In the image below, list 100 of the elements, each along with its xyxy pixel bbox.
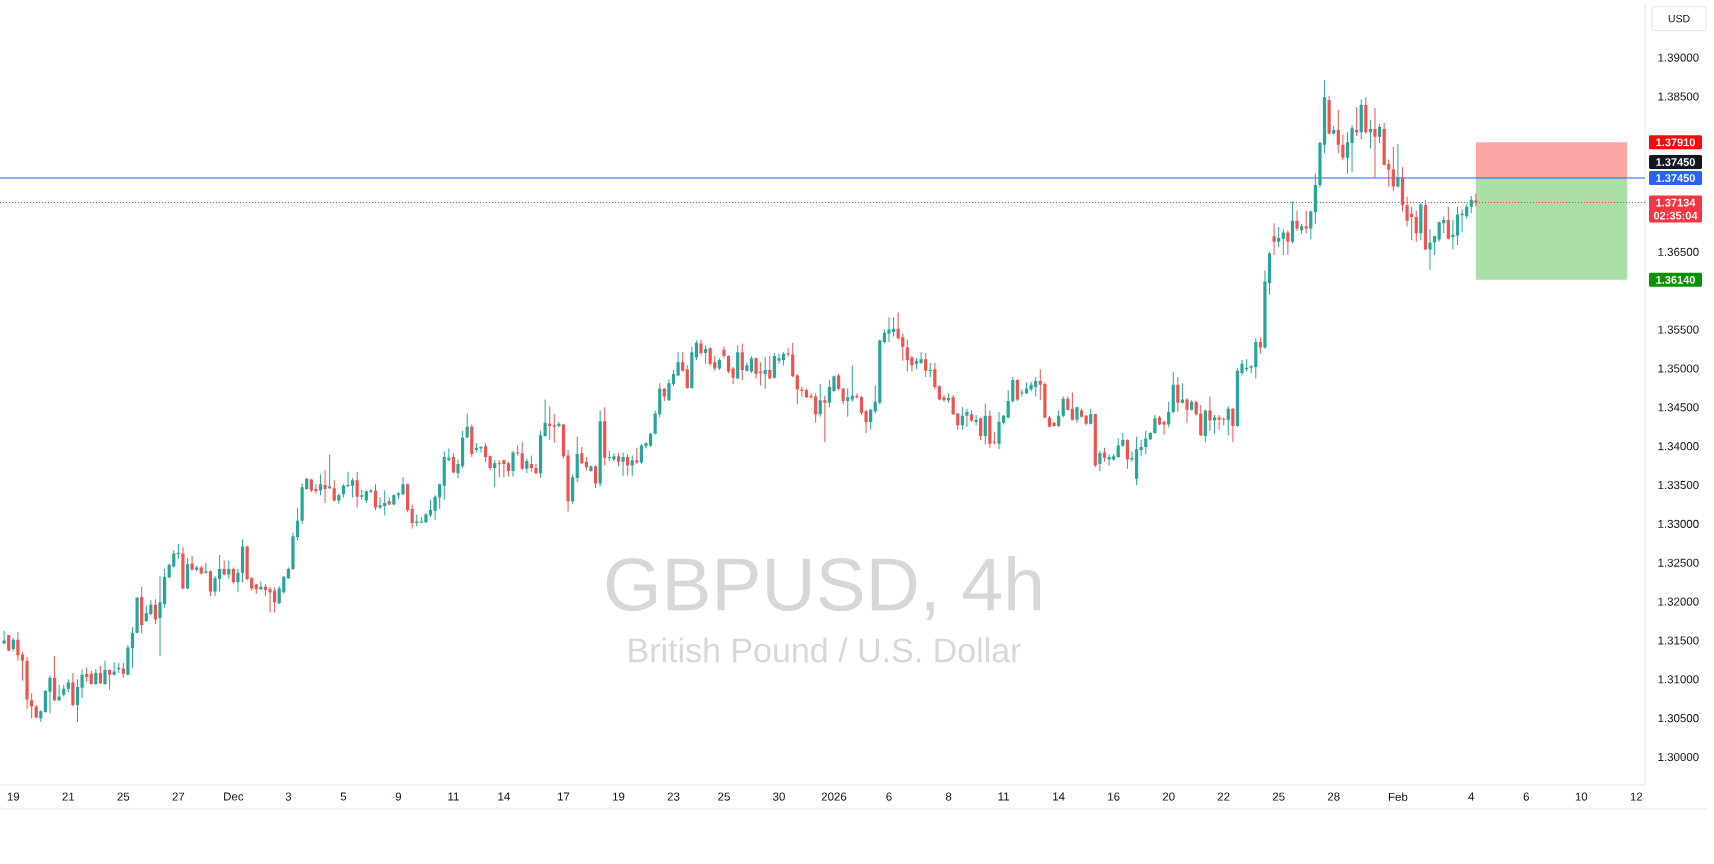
candlestick bbox=[882, 329, 887, 344]
candlestick bbox=[740, 343, 744, 381]
candlestick bbox=[355, 471, 359, 508]
candlestick bbox=[7, 635, 11, 652]
candlestick bbox=[1139, 439, 1143, 457]
candlestick bbox=[1364, 97, 1368, 134]
candlestick bbox=[924, 352, 928, 377]
candlestick bbox=[1254, 338, 1258, 379]
candlestick bbox=[396, 492, 401, 500]
candlestick bbox=[470, 424, 474, 458]
candlestick bbox=[699, 339, 703, 356]
candlestick bbox=[1194, 401, 1198, 416]
candlestick bbox=[199, 565, 203, 575]
candlestick bbox=[1079, 408, 1084, 418]
candlestick bbox=[612, 453, 616, 461]
y-tick-label: 1.38500 bbox=[1658, 92, 1699, 101]
x-tick-label: 9 bbox=[395, 792, 402, 801]
candlestick bbox=[1167, 401, 1171, 428]
candlestick bbox=[1396, 143, 1400, 188]
x-tick-label: 14 bbox=[498, 792, 510, 801]
candlestick bbox=[1231, 408, 1235, 443]
x-tick-label: 22 bbox=[1217, 792, 1230, 801]
candlestick bbox=[1377, 123, 1382, 144]
candlestick bbox=[39, 710, 43, 723]
candlestick bbox=[195, 565, 199, 572]
candlestick bbox=[424, 513, 428, 524]
candlestick bbox=[621, 452, 625, 476]
candlestick bbox=[451, 453, 456, 474]
candlestick bbox=[933, 363, 937, 390]
candlestick bbox=[511, 450, 515, 477]
x-tick-label: 19 bbox=[612, 792, 625, 801]
candlestick bbox=[71, 673, 75, 707]
x-tick-label: 4 bbox=[1468, 792, 1475, 801]
candlestick bbox=[1102, 447, 1107, 462]
candlestick bbox=[988, 410, 992, 448]
candlestick bbox=[1116, 438, 1120, 458]
candlestick bbox=[548, 406, 552, 440]
candlestick bbox=[841, 387, 845, 405]
candlestick bbox=[66, 679, 70, 693]
candlestick bbox=[1006, 390, 1010, 419]
candlestick bbox=[1107, 453, 1111, 466]
candlestick bbox=[965, 408, 969, 427]
candlestick bbox=[1121, 432, 1125, 447]
x-tick-label: 6 bbox=[886, 792, 892, 801]
x-tick-label: 2026 bbox=[821, 792, 847, 801]
candlestick bbox=[552, 414, 556, 444]
band-label: 1.37910 bbox=[1656, 138, 1695, 147]
candlestick bbox=[1428, 229, 1432, 270]
candlestick bbox=[20, 652, 25, 681]
candlestick bbox=[626, 453, 630, 476]
candlestick bbox=[1070, 392, 1074, 421]
candlestick bbox=[506, 461, 511, 477]
candlestick bbox=[52, 656, 57, 702]
candlestick bbox=[1075, 406, 1079, 423]
candlestick bbox=[497, 460, 501, 478]
candlestick bbox=[1217, 415, 1221, 430]
candlestick bbox=[1295, 210, 1299, 231]
y-tick-label: 1.32500 bbox=[1658, 558, 1699, 567]
candlestick bbox=[1047, 415, 1052, 428]
candlestick bbox=[534, 464, 538, 475]
y-tick-label: 1.33000 bbox=[1658, 519, 1699, 528]
candlestick bbox=[520, 442, 524, 471]
x-tick-label: 12 bbox=[1630, 792, 1643, 801]
candlestick bbox=[1226, 406, 1230, 436]
x-tick-label: 8 bbox=[945, 792, 952, 801]
candlestick bbox=[795, 373, 799, 405]
candlestick bbox=[616, 453, 621, 467]
candlestick bbox=[1368, 119, 1372, 149]
candlestick bbox=[589, 465, 593, 472]
y-tick-label: 1.39000 bbox=[1658, 53, 1699, 62]
candlestick bbox=[800, 386, 804, 397]
candlestick bbox=[2, 631, 6, 645]
x-tick-label: 30 bbox=[773, 792, 785, 801]
candlestick bbox=[717, 358, 721, 371]
candlestick bbox=[62, 684, 66, 697]
candlestick bbox=[360, 489, 364, 500]
x-tick-label: Dec bbox=[224, 792, 244, 801]
candlestick bbox=[1258, 337, 1262, 354]
candlestick bbox=[85, 667, 89, 682]
candlestick bbox=[190, 555, 194, 571]
candlestick bbox=[1469, 195, 1473, 214]
y-tick-label: 1.32000 bbox=[1658, 597, 1699, 606]
x-tick-label: 20 bbox=[1162, 792, 1175, 801]
candlestick bbox=[1098, 450, 1102, 472]
candlestick bbox=[704, 345, 708, 364]
candlestick bbox=[181, 547, 185, 590]
candlestick bbox=[11, 638, 15, 652]
y-tick-label: 1.31500 bbox=[1658, 636, 1699, 645]
candlestick bbox=[268, 586, 272, 613]
candlestick bbox=[745, 362, 749, 372]
candlestick bbox=[488, 455, 492, 471]
candlestick bbox=[1474, 193, 1478, 207]
candlestick bbox=[525, 458, 529, 474]
candlestick bbox=[1300, 223, 1304, 235]
candlestick bbox=[16, 631, 20, 661]
x-tick-label: 14 bbox=[1053, 792, 1065, 801]
candlestick bbox=[658, 383, 662, 418]
candlestick bbox=[405, 483, 410, 513]
candlestick bbox=[1373, 108, 1377, 179]
y-tick-label: 1.36500 bbox=[1658, 247, 1699, 256]
